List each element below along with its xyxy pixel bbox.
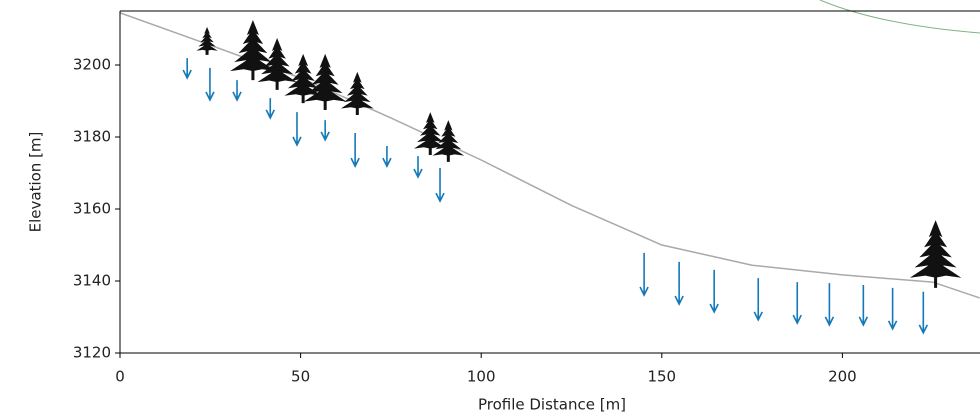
arrow [753,278,763,322]
arrow [435,167,445,203]
decor-curve [819,0,980,34]
arrow [824,283,835,327]
y-tick-label: 3140 [73,272,111,290]
tree [230,20,276,81]
plot-area [120,12,980,335]
x-tick-label: 100 [467,368,496,386]
arrow [918,291,929,335]
tree [413,112,447,155]
x-tick-label: 200 [828,368,857,386]
arrow [382,146,392,168]
tree [432,120,465,162]
arrow [709,269,719,314]
y-tick-label: 3180 [73,128,111,146]
x-tick-label: 150 [647,368,676,386]
x-axis-label: Profile Distance [m] [478,396,626,414]
arrow [205,67,215,102]
tree [196,26,218,55]
y-tick-label: 3200 [73,56,111,74]
tree [257,38,297,90]
x-tick-label: 50 [291,368,310,386]
arrow [792,282,802,325]
arrow [413,156,423,179]
arrow [674,261,684,306]
arrow [265,98,275,120]
y-axis-label: Elevation [m] [27,132,45,233]
tree [909,220,962,288]
y-tick-label: 3120 [73,344,111,362]
arrow [232,80,242,102]
y-tick-label: 3160 [73,200,111,218]
arrow [858,284,869,327]
tree [303,53,347,110]
x-tick-label: 0 [115,368,125,386]
arrow [639,252,649,297]
arrow [320,120,330,142]
arrow [887,287,898,331]
tree [340,71,374,116]
arrow [182,58,192,80]
arrow [350,133,360,168]
arrow [292,112,302,147]
